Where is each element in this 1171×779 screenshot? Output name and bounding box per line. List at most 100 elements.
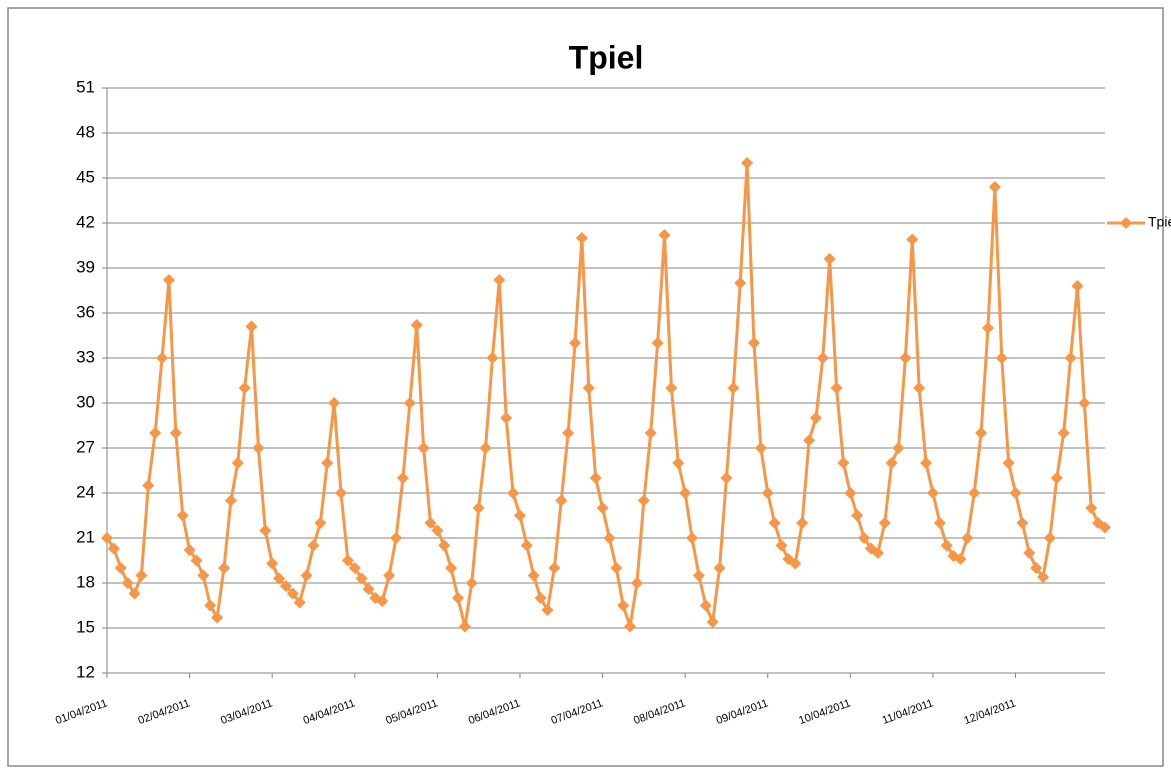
- marker: [981, 322, 994, 334]
- marker: [520, 539, 533, 552]
- marker: [452, 592, 465, 604]
- y-tick-label: 12: [76, 662, 95, 681]
- marker: [720, 472, 733, 484]
- marker: [995, 352, 1008, 364]
- marker: [300, 569, 313, 582]
- marker: [218, 562, 231, 574]
- marker: [1016, 517, 1029, 529]
- marker: [734, 277, 747, 289]
- marker: [183, 544, 196, 556]
- marker: [920, 457, 933, 469]
- y-tick-label: 51: [76, 77, 95, 96]
- marker: [128, 587, 141, 600]
- marker: [830, 382, 843, 394]
- marker: [458, 620, 471, 633]
- marker: [1064, 352, 1077, 364]
- marker: [1078, 397, 1091, 409]
- y-tick-label: 45: [76, 167, 95, 186]
- marker: [555, 494, 568, 507]
- marker: [238, 382, 251, 394]
- y-tick-label: 30: [76, 392, 95, 411]
- marker: [596, 502, 609, 514]
- marker: [114, 562, 127, 574]
- marker: [672, 457, 685, 469]
- marker: [403, 397, 416, 409]
- y-tick-label: 27: [76, 437, 95, 456]
- legend-marker: [1120, 217, 1132, 229]
- marker: [245, 320, 258, 333]
- marker: [803, 434, 816, 447]
- marker: [149, 427, 162, 439]
- marker: [438, 539, 451, 552]
- legend-label: Tpiel: [1148, 214, 1171, 230]
- marker: [204, 599, 217, 612]
- marker: [431, 524, 444, 537]
- y-tick-label: 33: [76, 347, 95, 366]
- marker: [589, 472, 602, 484]
- marker: [988, 181, 1001, 193]
- marker: [107, 542, 120, 555]
- marker: [603, 532, 616, 544]
- marker: [1057, 427, 1070, 439]
- marker: [913, 382, 926, 394]
- marker: [293, 596, 306, 609]
- marker: [507, 487, 520, 499]
- marker: [679, 487, 692, 499]
- marker: [355, 572, 368, 585]
- marker: [658, 229, 671, 241]
- marker: [341, 554, 354, 567]
- marker: [686, 532, 699, 544]
- marker: [906, 233, 919, 246]
- marker: [741, 157, 754, 169]
- marker: [954, 553, 967, 565]
- marker: [926, 487, 939, 499]
- marker: [575, 232, 588, 244]
- marker: [1043, 532, 1056, 544]
- marker: [624, 620, 637, 633]
- marker: [314, 517, 327, 529]
- marker: [162, 274, 175, 286]
- marker: [445, 562, 458, 574]
- marker: [933, 517, 946, 529]
- marker: [1037, 571, 1050, 583]
- y-tick-label: 15: [76, 617, 95, 636]
- marker: [486, 352, 499, 364]
- y-tick-label: 48: [76, 122, 95, 141]
- marker: [754, 442, 767, 454]
- marker: [637, 494, 650, 507]
- marker: [362, 583, 375, 595]
- marker: [348, 562, 361, 574]
- marker: [582, 382, 595, 394]
- chart-title: Tpiel: [569, 39, 644, 75]
- marker: [197, 569, 210, 582]
- marker: [1071, 280, 1084, 292]
- marker: [211, 611, 224, 624]
- marker: [273, 572, 286, 585]
- marker: [1030, 562, 1043, 574]
- marker: [396, 472, 409, 484]
- marker: [513, 509, 526, 522]
- marker: [1009, 487, 1022, 499]
- marker: [424, 517, 437, 529]
- marker: [899, 352, 912, 364]
- marker: [286, 587, 299, 600]
- marker: [410, 319, 423, 331]
- marker: [761, 487, 774, 499]
- marker: [871, 547, 884, 559]
- marker: [376, 595, 389, 607]
- marker: [252, 442, 265, 454]
- marker: [885, 457, 898, 469]
- marker: [383, 569, 396, 582]
- marker: [851, 509, 864, 522]
- marker: [1099, 521, 1111, 534]
- marker: [279, 580, 292, 592]
- marker: [975, 427, 988, 439]
- marker: [651, 337, 664, 349]
- marker: [878, 517, 891, 529]
- marker: [809, 412, 822, 424]
- marker: [727, 382, 740, 394]
- y-tick-label: 36: [76, 302, 95, 321]
- marker: [816, 352, 829, 364]
- marker: [1002, 457, 1015, 469]
- marker: [190, 554, 203, 567]
